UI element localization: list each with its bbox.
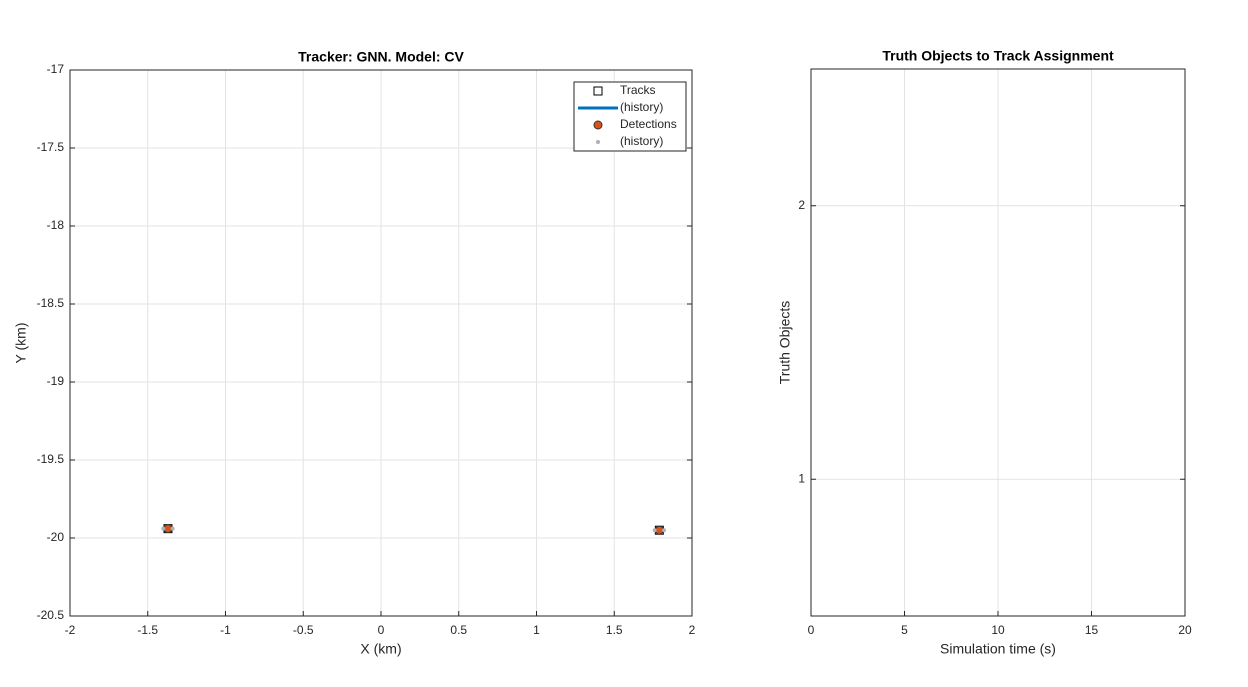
x-tick-label: -1 — [220, 623, 231, 637]
x-tick-label: 15 — [1085, 623, 1099, 637]
detection-marker — [593, 120, 603, 130]
y-tick-label: -17.5 — [37, 140, 65, 154]
x-tick-label: 0 — [808, 623, 815, 637]
y-tick-label: 1 — [798, 471, 805, 485]
y-tick-label: 2 — [798, 198, 805, 212]
y-axis-label: Truth Objects — [777, 301, 793, 385]
y-axis-label: Y (km) — [13, 323, 29, 364]
y-tick-label: -20.5 — [37, 608, 65, 622]
y-tick-label: -18.5 — [37, 296, 65, 310]
legend-label: Tracks — [620, 83, 656, 97]
legend-label: Detections — [620, 117, 677, 131]
track-marker — [593, 86, 603, 96]
x-tick-label: 0 — [378, 623, 385, 637]
y-tick-label: -17 — [47, 62, 65, 76]
x-tick-label: 2 — [689, 623, 696, 637]
x-tick-label: -1.5 — [137, 623, 158, 637]
y-tick-label: -19 — [47, 374, 65, 388]
x-tick-label: 0.5 — [450, 623, 467, 637]
chart-title: Tracker: GNN. Model: CV — [298, 49, 464, 65]
x-tick-label: -2 — [65, 623, 76, 637]
axes-box — [69, 69, 693, 617]
x-tick-label: 5 — [901, 623, 908, 637]
history-dot — [596, 140, 600, 144]
x-axis-label: Simulation time (s) — [940, 641, 1056, 657]
y-tick-label: -19.5 — [37, 452, 65, 466]
legend-label: (history) — [620, 134, 663, 148]
history-dot — [170, 526, 175, 531]
x-tick-label: 10 — [991, 623, 1005, 637]
legend-box — [573, 81, 687, 152]
x-tick-label: 1.5 — [606, 623, 623, 637]
history-dot — [161, 526, 166, 531]
y-tick-label: -18 — [47, 218, 65, 232]
x-tick-label: 1 — [533, 623, 540, 637]
x-axis-label: X (km) — [360, 641, 401, 657]
history-dot — [652, 528, 657, 533]
axes-box — [810, 68, 1186, 617]
y-tick-label: -20 — [47, 530, 65, 544]
x-tick-label: -0.5 — [293, 623, 314, 637]
legend-label: (history) — [620, 100, 663, 114]
x-tick-label: 20 — [1178, 623, 1192, 637]
chart-title: Truth Objects to Track Assignment — [882, 48, 1114, 64]
history-dot — [662, 528, 667, 533]
